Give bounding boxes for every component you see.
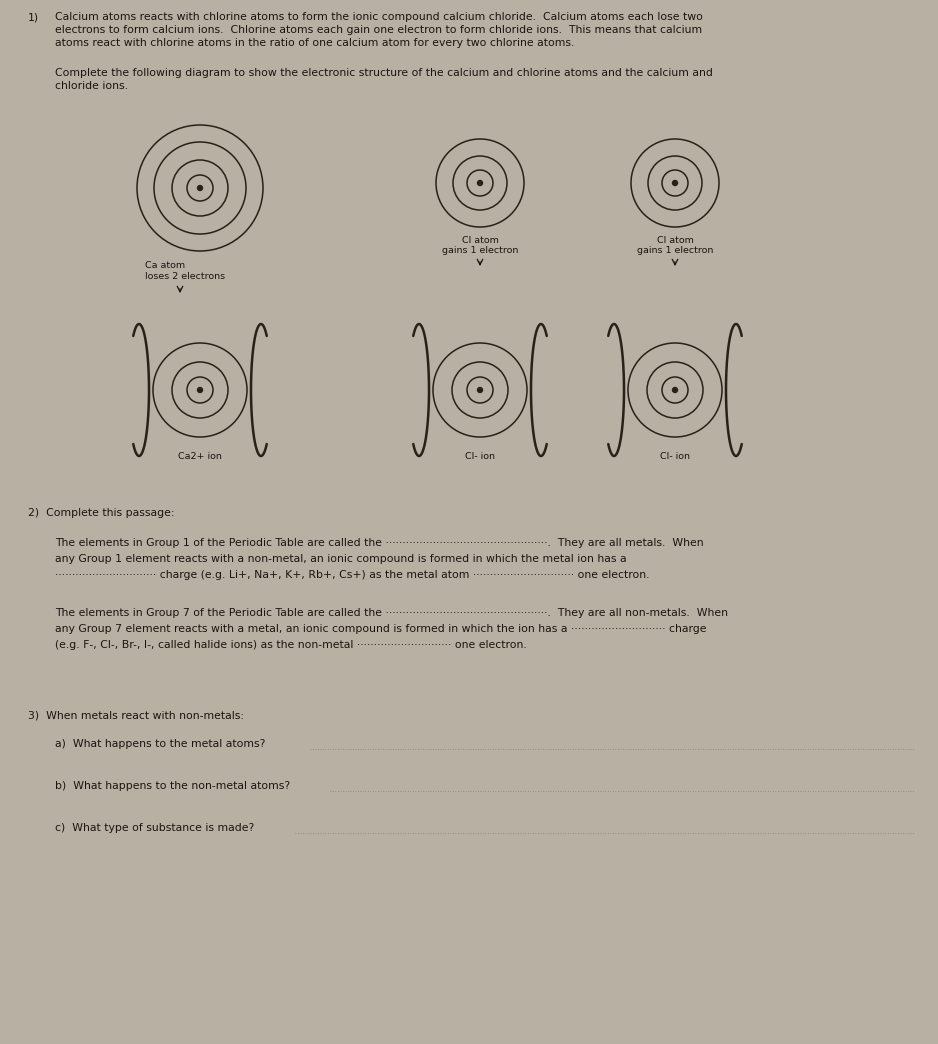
Text: loses 2 electrons: loses 2 electrons — [145, 272, 225, 281]
Text: Ca atom: Ca atom — [145, 261, 185, 270]
Text: gains 1 electron: gains 1 electron — [442, 246, 518, 255]
Text: The elements in Group 7 of the Periodic Table are called the ···················: The elements in Group 7 of the Periodic … — [55, 608, 728, 618]
Text: Cl- ion: Cl- ion — [465, 452, 495, 461]
Circle shape — [477, 387, 482, 393]
Text: any Group 7 element reacts with a metal, an ionic compound is formed in which th: any Group 7 element reacts with a metal,… — [55, 624, 706, 634]
Text: The elements in Group 1 of the Periodic Table are called the ···················: The elements in Group 1 of the Periodic … — [55, 538, 704, 548]
Text: gains 1 electron: gains 1 electron — [637, 246, 713, 255]
Text: Cl atom: Cl atom — [461, 236, 498, 245]
Text: Ca2+ ion: Ca2+ ion — [178, 452, 222, 461]
Circle shape — [477, 181, 482, 186]
Text: c)  What type of substance is made?: c) What type of substance is made? — [55, 823, 254, 833]
Text: any Group 1 element reacts with a non-metal, an ionic compound is formed in whic: any Group 1 element reacts with a non-me… — [55, 554, 627, 564]
Text: (e.g. F-, Cl-, Br-, I-, called halide ions) as the non-metal ···················: (e.g. F-, Cl-, Br-, I-, called halide io… — [55, 640, 527, 650]
Circle shape — [673, 387, 677, 393]
Circle shape — [673, 181, 677, 186]
Text: a)  What happens to the metal atoms?: a) What happens to the metal atoms? — [55, 739, 265, 749]
Text: 2)  Complete this passage:: 2) Complete this passage: — [28, 508, 174, 518]
Text: 3)  When metals react with non-metals:: 3) When metals react with non-metals: — [28, 711, 244, 721]
Text: 1): 1) — [28, 11, 39, 22]
Text: b)  What happens to the non-metal atoms?: b) What happens to the non-metal atoms? — [55, 781, 290, 791]
Circle shape — [198, 186, 203, 190]
Circle shape — [198, 387, 203, 393]
Text: Calcium atoms reacts with chlorine atoms to form the ionic compound calcium chlo: Calcium atoms reacts with chlorine atoms… — [55, 11, 703, 48]
Text: Cl- ion: Cl- ion — [660, 452, 690, 461]
Text: ······························ charge (e.g. Li+, Na+, K+, Rb+, Cs+) as the metal: ······························ charge (e… — [55, 570, 649, 580]
Text: Complete the following diagram to show the electronic structure of the calcium a: Complete the following diagram to show t… — [55, 68, 713, 91]
Text: Cl atom: Cl atom — [657, 236, 693, 245]
